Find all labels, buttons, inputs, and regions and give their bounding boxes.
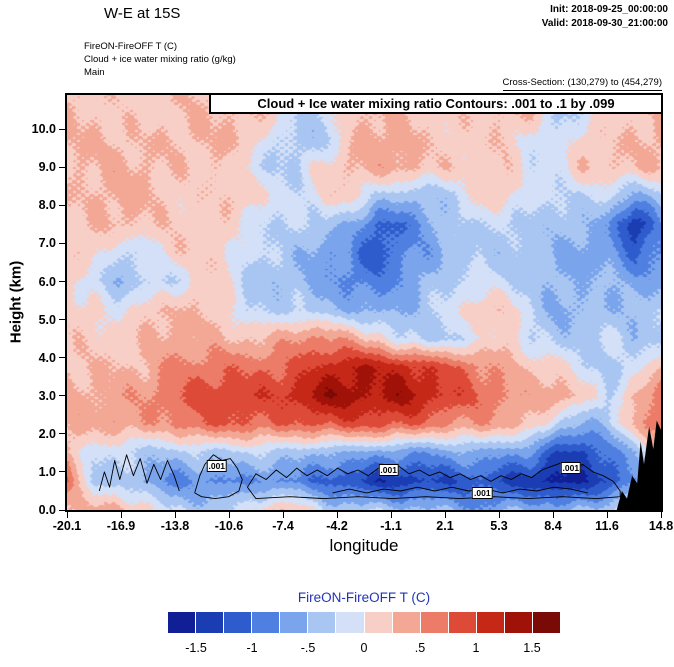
colorbar-segment xyxy=(476,612,504,633)
colorbar-tick-label: -1 xyxy=(246,641,258,655)
colorbar-segment xyxy=(224,612,252,633)
y-tick-mark xyxy=(59,319,65,321)
colorbar-segment xyxy=(168,612,196,633)
colorbar-tick-label: -.5 xyxy=(300,641,316,655)
x-tick-label: 11.6 xyxy=(595,519,619,533)
temperature-field-canvas xyxy=(67,95,661,510)
y-tick-label: 8.0 xyxy=(38,198,56,213)
contour-info-label: Cloud + Ice water mixing ratio Contours:… xyxy=(209,93,663,114)
plot-area: .001 .001 .001 .001 xyxy=(65,93,663,512)
colorbar-segment xyxy=(448,612,476,633)
x-tick-label: 8.4 xyxy=(544,519,562,533)
contour-value-label: .001 xyxy=(206,460,228,473)
x-tick-label: -20.1 xyxy=(52,519,82,533)
colorbar-segment xyxy=(504,612,533,633)
run-info: Init: 2018-09-25_00:00:00 Valid: 2018-09… xyxy=(542,3,668,30)
init-time-label: Init: 2018-09-25_00:00:00 xyxy=(550,4,668,15)
field-line-shaded: FireON-FireOFF T (C) xyxy=(84,41,178,52)
colorbar-segment xyxy=(252,612,280,633)
contour-terrain-overlay xyxy=(98,420,661,510)
y-tick-label: 10.0 xyxy=(31,122,56,137)
y-tick-label: 9.0 xyxy=(38,160,56,175)
y-tick-mark xyxy=(59,128,65,130)
x-tick-mark xyxy=(282,512,284,518)
y-tick-mark xyxy=(59,433,65,435)
field-line-contour: Cloud + ice water mixing ratio (g/kg) xyxy=(84,53,236,65)
y-tick-label: 5.0 xyxy=(38,312,56,327)
x-axis-title: longitude xyxy=(329,536,399,555)
field-line-grid: Main xyxy=(84,66,105,78)
colorbar-segment xyxy=(336,612,364,633)
x-tick-label: -4.2 xyxy=(326,519,348,533)
y-tick-label: 3.0 xyxy=(38,388,56,403)
page-title: W-E at 15S xyxy=(104,5,181,22)
x-tick-mark xyxy=(174,512,176,518)
x-tick-label: -16.9 xyxy=(106,519,136,533)
x-tick-mark xyxy=(390,512,392,518)
x-tick-mark xyxy=(336,512,338,518)
mixing-ratio-contour xyxy=(247,461,621,500)
y-tick-mark xyxy=(59,242,65,244)
x-tick-label: -7.4 xyxy=(272,519,294,533)
colorbar-segment xyxy=(392,612,420,633)
y-tick-label: 6.0 xyxy=(38,274,56,289)
y-tick-label: 1.0 xyxy=(38,464,56,479)
colorbar-segment xyxy=(196,612,224,633)
colorbar-title: FireON-FireOFF T (C) xyxy=(297,590,431,605)
y-tick-label: 2.0 xyxy=(38,426,56,441)
x-tick-label: 14.8 xyxy=(648,519,674,533)
colorbar-segment xyxy=(533,612,561,633)
valid-time-label: Valid: 2018-09-30_21:00:00 xyxy=(541,17,668,29)
colorbar-tick-label: 1 xyxy=(472,641,480,655)
contour-value-label: .001 xyxy=(378,464,399,477)
mixing-ratio-contour xyxy=(194,454,243,500)
x-tick-mark xyxy=(444,512,446,518)
x-tick-mark xyxy=(660,512,662,518)
colorbar-tick-label: .5 xyxy=(414,641,426,655)
x-tick-mark xyxy=(498,512,500,518)
x-tick-label: 5.3 xyxy=(490,519,508,533)
mixing-ratio-contour xyxy=(332,486,588,494)
y-tick-mark xyxy=(59,281,65,283)
field-description-block: FireON-FireOFF T (C) Cloud + ice water m… xyxy=(84,41,236,79)
contour-value-label: .001 xyxy=(472,486,493,499)
x-tick-mark xyxy=(120,512,122,518)
colorbar-tick-label: 1.5 xyxy=(523,641,541,655)
colorbar-segment xyxy=(280,612,308,633)
x-tick-label: 2.1 xyxy=(436,519,454,533)
y-tick-mark xyxy=(59,395,65,397)
colorbar-segment xyxy=(420,612,448,633)
colorbar-segment xyxy=(364,612,392,633)
colorbar xyxy=(168,612,561,633)
colorbar-tick-label: -1.5 xyxy=(185,641,207,655)
y-tick-label: 7.0 xyxy=(38,236,56,251)
y-tick-mark xyxy=(59,166,65,168)
x-tick-mark xyxy=(552,512,554,518)
y-tick-mark xyxy=(59,509,65,511)
colorbar-tick-labels: -1.5 -1 -.5 0 .5 1 1.5 xyxy=(168,641,560,657)
y-tick-mark xyxy=(59,471,65,473)
y-tick-mark xyxy=(59,204,65,206)
x-tick-label: -13.8 xyxy=(160,519,190,533)
x-tick-label: -10.6 xyxy=(214,519,244,533)
y-tick-label: 0.0 xyxy=(38,503,56,517)
cross-section-label: Cross-Section: (130,279) to (454,279) xyxy=(502,77,662,91)
y-tick-mark xyxy=(59,357,65,359)
colorbar-segment xyxy=(308,612,336,633)
contour-value-label: .001 xyxy=(560,462,582,475)
y-tick-label: 4.0 xyxy=(38,350,56,365)
x-tick-mark xyxy=(228,512,230,518)
x-tick-label: -1.1 xyxy=(380,519,402,533)
x-tick-mark xyxy=(606,512,608,518)
colorbar-tick-label: 0 xyxy=(360,641,368,655)
terrain-silhouette xyxy=(616,420,661,510)
y-axis-title: Height (km) xyxy=(7,260,25,344)
mixing-ratio-contour xyxy=(98,454,180,492)
x-tick-mark xyxy=(66,512,68,518)
